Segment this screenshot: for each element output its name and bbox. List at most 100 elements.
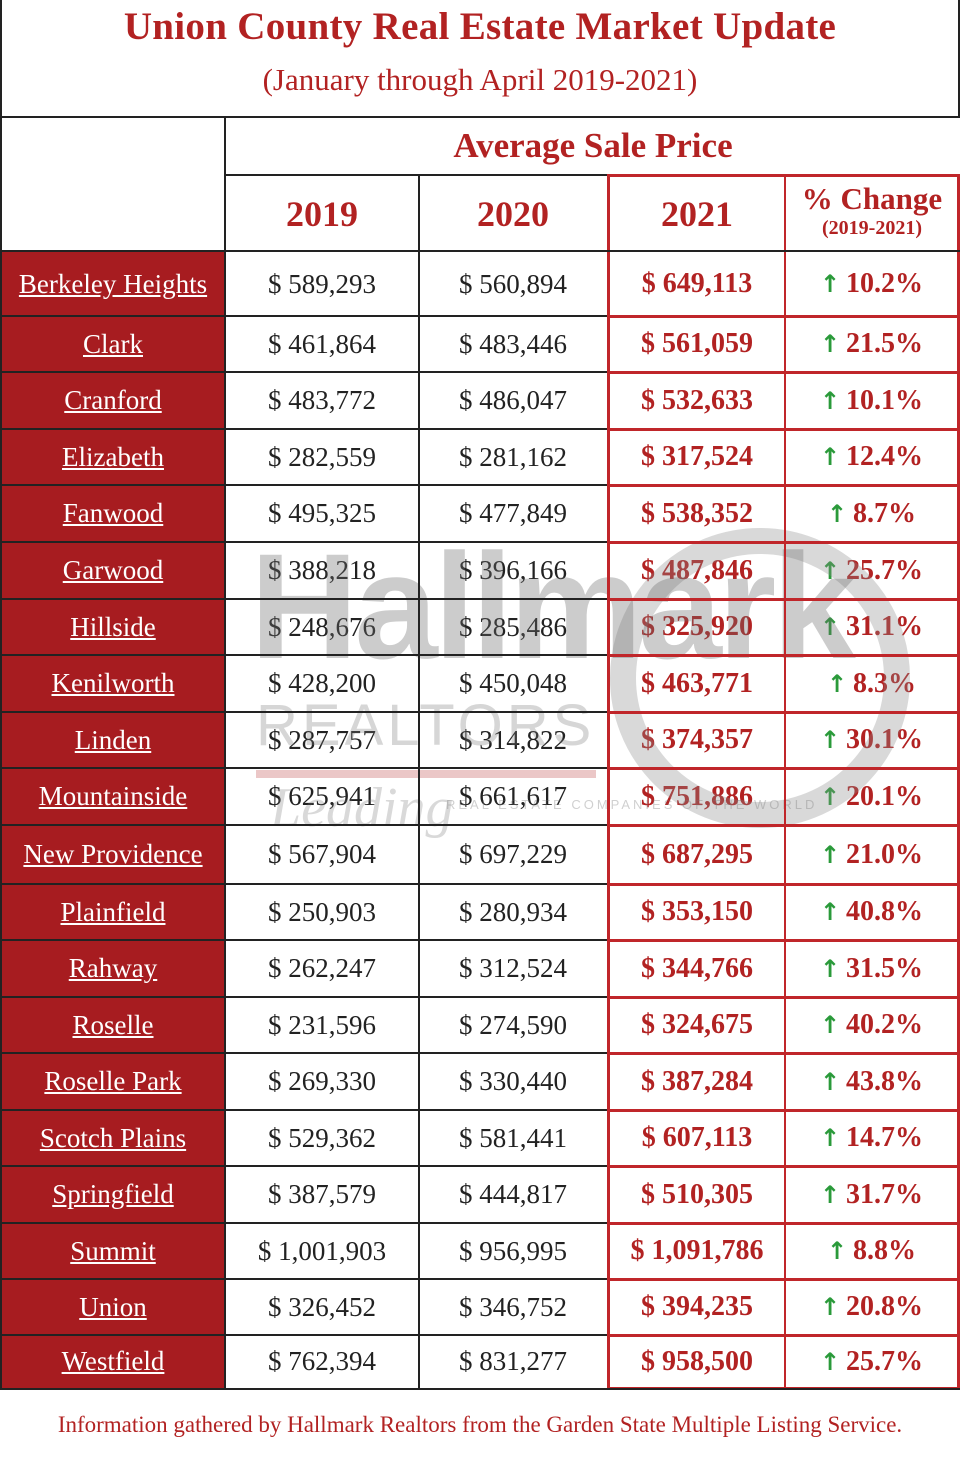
town-name[interactable]: Garwood xyxy=(2,542,224,599)
row-divider xyxy=(0,315,960,317)
percent-change-value: 30.1% xyxy=(846,724,924,755)
up-arrow-icon: ↑ xyxy=(819,556,841,585)
price-2019: $ 1,001,903 xyxy=(257,1235,387,1266)
town-name[interactable]: Kenilworth xyxy=(2,655,224,712)
price-2021: $ 510,305 xyxy=(641,1178,753,1210)
town-name[interactable]: Roselle xyxy=(2,997,224,1053)
percent-change-value: 8.8% xyxy=(853,1235,917,1266)
row-divider-2021 xyxy=(607,654,960,657)
table-row: Scotch Plains $ 529,362 $ 581,441 $ 607,113… xyxy=(0,1110,960,1166)
price-2019: $ 282,559 xyxy=(268,441,376,472)
price-2021: $ 353,150 xyxy=(641,896,753,927)
percent-change-value: 21.0% xyxy=(846,838,924,870)
percent-change: ↑ 30.1% xyxy=(786,712,957,768)
town-name[interactable]: Plainfield xyxy=(2,884,224,940)
table-row: Kenilworth $ 428,200 $ 450,048 $ 463,771 ↑ 8.… xyxy=(0,655,960,712)
source-footnote: Information gathered by Hallmark Realtor… xyxy=(57,1412,903,1437)
town-name[interactable]: Westfield xyxy=(2,1335,224,1388)
up-arrow-icon: ↑ xyxy=(819,1067,841,1096)
town-name[interactable]: Clark xyxy=(2,316,224,372)
town-name[interactable]: Elizabeth xyxy=(2,429,224,485)
town-name[interactable]: Berkeley Heights xyxy=(2,252,224,316)
price-2019: $ 529,362 xyxy=(268,1122,376,1153)
up-arrow-icon: ↑ xyxy=(819,613,841,641)
divider-left-edge xyxy=(0,118,2,1390)
percent-change-value: 20.8% xyxy=(846,1291,924,1322)
price-2020: $ 450,048 xyxy=(459,668,567,698)
row-divider xyxy=(0,1165,960,1167)
town-name[interactable]: Scotch Plains xyxy=(2,1110,224,1166)
row-divider-2021 xyxy=(607,824,960,827)
percent-change-value: 8.3% xyxy=(853,667,917,699)
change-header-range: (2019-2021) xyxy=(822,217,922,239)
highlight-2021-frame xyxy=(607,174,960,1390)
up-arrow-icon: ↑ xyxy=(826,1237,848,1265)
row-divider xyxy=(0,939,960,941)
price-2021: $ 751,886 xyxy=(641,780,753,812)
table-row: Cranford $ 483,772 $ 486,047 $ 532,633 ↑ 10.1… xyxy=(0,372,960,429)
town-name[interactable]: Summit xyxy=(2,1223,224,1279)
price-2020: $ 483,446 xyxy=(459,328,567,359)
price-2021: $ 344,766 xyxy=(641,952,753,984)
percent-change: ↑ 20.1% xyxy=(786,768,957,825)
page-title: Union County Real Estate Market Update xyxy=(123,5,837,48)
table-row: Plainfield $ 250,903 $ 280,934 $ 353,150 ↑ 40… xyxy=(0,884,960,940)
percent-change-value: 31.7% xyxy=(846,1178,924,1210)
table-row: Mountainside $ 625,941 $ 661,617 $ 751,886 ↑… xyxy=(0,768,960,825)
price-2019: $ 495,325 xyxy=(268,498,376,528)
row-divider xyxy=(0,883,960,885)
row-divider-2021 xyxy=(607,541,960,544)
percent-change-value: 20.1% xyxy=(846,780,924,812)
town-name[interactable]: Springfield xyxy=(2,1166,224,1223)
price-2021: $ 607,113 xyxy=(641,1122,753,1153)
header-bottom-border xyxy=(0,250,960,252)
row-divider xyxy=(0,428,960,430)
price-2021: $ 463,771 xyxy=(641,667,753,699)
price-2019: $ 461,864 xyxy=(268,328,376,359)
price-2020: $ 661,617 xyxy=(459,781,567,811)
percent-change-value: 43.8% xyxy=(846,1065,924,1097)
price-2019: $ 625,941 xyxy=(268,781,376,811)
row-divider xyxy=(0,1109,960,1111)
column-header-2019: 2019 xyxy=(286,194,358,234)
price-2020: $ 281,162 xyxy=(459,441,567,472)
town-name[interactable]: Cranford xyxy=(2,372,224,429)
table-row: Elizabeth $ 282,559 $ 281,162 $ 317,524 ↑ 12.… xyxy=(0,429,960,485)
price-2020: $ 280,934 xyxy=(459,896,567,927)
percent-change-value: 10.1% xyxy=(846,384,924,416)
percent-change-value: 40.8% xyxy=(846,896,924,927)
price-2019: $ 250,903 xyxy=(268,896,376,927)
town-name[interactable]: Fanwood xyxy=(2,485,224,542)
up-arrow-icon: ↑ xyxy=(819,840,841,869)
town-name[interactable]: New Providence xyxy=(2,825,224,884)
row-divider-2021 xyxy=(607,315,960,318)
price-2021: $ 387,284 xyxy=(641,1065,753,1097)
row-divider xyxy=(0,654,960,656)
price-2021: $ 374,357 xyxy=(641,724,753,755)
percent-change-value: 31.5% xyxy=(846,952,924,984)
percent-change-value: 12.4% xyxy=(846,441,924,472)
town-name[interactable]: Rahway xyxy=(2,940,224,997)
percent-change-value: 25.7% xyxy=(846,1345,924,1377)
percent-change-value: 21.5% xyxy=(846,328,924,359)
town-name[interactable]: Roselle Park xyxy=(2,1053,224,1110)
price-2020: $ 314,822 xyxy=(459,724,567,755)
town-name[interactable]: Mountainside xyxy=(2,768,224,825)
up-arrow-icon: ↑ xyxy=(819,1347,841,1376)
town-name[interactable]: Union xyxy=(2,1279,224,1335)
percent-change-value: 10.2% xyxy=(846,268,924,299)
row-divider-2021 xyxy=(607,1052,960,1055)
price-2020: $ 697,229 xyxy=(459,839,567,869)
table-row: Westfield $ 762,394 $ 831,277 $ 958,500 ↑ 25.… xyxy=(0,1335,960,1388)
price-2020: $ 285,486 xyxy=(459,611,567,642)
price-2020: $ 831,277 xyxy=(459,1346,567,1376)
table-row: New Providence $ 567,904 $ 697,229 $ 687,29… xyxy=(0,825,960,884)
price-2021: $ 958,500 xyxy=(641,1345,753,1377)
town-name[interactable]: Linden xyxy=(2,712,224,768)
column-header-2021: 2021 xyxy=(661,194,733,234)
percent-change-value: 25.7% xyxy=(846,554,924,586)
price-2020: $ 956,995 xyxy=(459,1235,567,1266)
percent-change-value: 40.2% xyxy=(846,1009,924,1040)
town-name[interactable]: Hillside xyxy=(2,599,224,655)
